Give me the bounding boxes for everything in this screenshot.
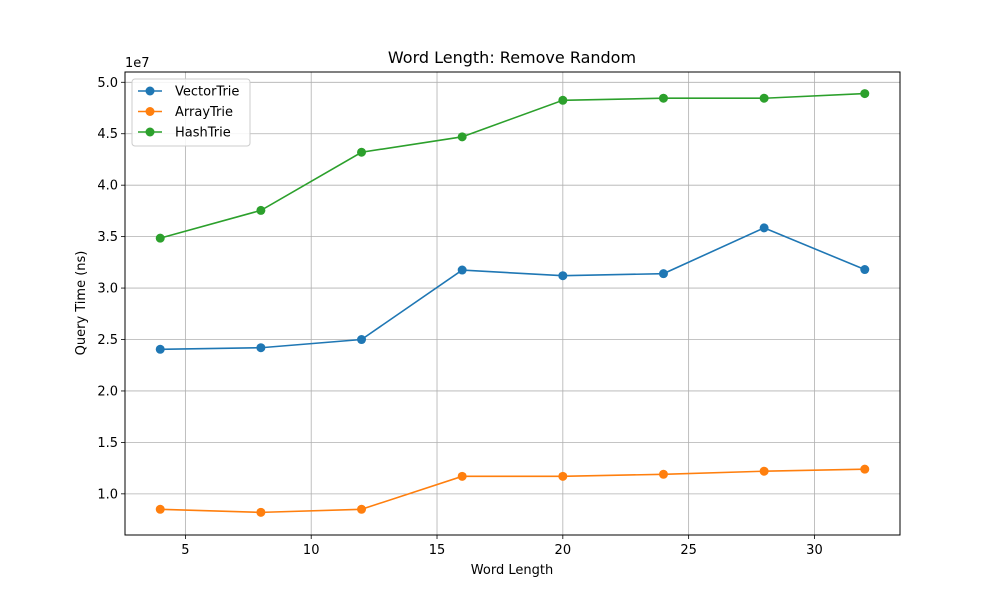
data-point-HashTrie — [860, 89, 870, 99]
data-point-VectorTrie — [658, 269, 668, 279]
axis-ticks: 5 10 15 20 25 30 1.0 1.5 2.0 2.5 3.0 3.5 4.0 4.5 5.0 — [97, 76, 822, 558]
y-tick-label: 3.5 — [97, 230, 118, 245]
series-line-ArrayTrie — [160, 468, 865, 514]
data-point-ArrayTrie — [256, 507, 266, 517]
x-tick-label: 10 — [303, 543, 320, 558]
y-axis-label: Query Time (ns) — [74, 251, 89, 356]
legend-box — [131, 78, 251, 147]
legend-label-HashTrie: HashTrie — [175, 126, 231, 141]
data-point-HashTrie — [658, 93, 668, 103]
y-tick-label: 2.0 — [97, 384, 118, 399]
y-tick-label: 4.0 — [97, 179, 118, 194]
data-point-VectorTrie — [457, 265, 467, 275]
legend-marker-VectorTrie — [145, 86, 155, 96]
y-tick-label: 1.5 — [97, 436, 118, 451]
data-point-VectorTrie — [256, 343, 266, 353]
data-point-VectorTrie — [155, 344, 165, 354]
data-point-ArrayTrie — [155, 504, 165, 514]
x-tick-label: 30 — [806, 543, 823, 558]
data-point-HashTrie — [558, 95, 568, 105]
data-point-ArrayTrie — [558, 471, 568, 481]
x-tick-label: 5 — [181, 543, 189, 558]
series-lines — [155, 89, 870, 517]
legend-marker-HashTrie — [145, 127, 155, 137]
data-point-HashTrie — [357, 147, 367, 157]
grid — [125, 72, 900, 535]
plot-frame — [124, 71, 901, 536]
y-axis-offset-label: 1e7 — [125, 56, 150, 71]
y-tick-label: 1.0 — [97, 487, 118, 502]
data-point-VectorTrie — [860, 265, 870, 275]
x-tick-label: 25 — [680, 543, 697, 558]
series-line-VectorTrie — [160, 227, 866, 351]
data-point-ArrayTrie — [658, 469, 668, 479]
chart-title: Word Length: Remove Random — [388, 48, 636, 67]
data-point-HashTrie — [457, 132, 467, 142]
y-tick-label: 5.0 — [97, 76, 118, 91]
data-point-VectorTrie — [357, 335, 367, 345]
y-tick-label: 3.0 — [97, 282, 118, 297]
series-line-HashTrie — [160, 92, 865, 239]
x-tick-label: 15 — [429, 543, 446, 558]
legend-marker-ArrayTrie — [145, 107, 155, 116]
y-tick-label: 2.5 — [97, 333, 118, 348]
data-point-HashTrie — [256, 205, 266, 215]
legend: VectorTrie ArrayTrie HashTrie — [131, 78, 251, 147]
data-point-VectorTrie — [558, 271, 568, 281]
legend-label-VectorTrie: VectorTrie — [175, 85, 239, 100]
data-point-HashTrie — [155, 233, 165, 243]
y-tick-label: 4.5 — [97, 127, 118, 142]
data-point-HashTrie — [759, 93, 769, 103]
x-tick-label: 20 — [555, 543, 572, 558]
x-axis-label: Word Length — [471, 563, 553, 578]
data-point-ArrayTrie — [357, 504, 367, 514]
data-point-ArrayTrie — [457, 471, 467, 481]
data-point-VectorTrie — [759, 223, 769, 233]
data-point-ArrayTrie — [860, 464, 870, 474]
legend-label-ArrayTrie: ArrayTrie — [175, 105, 233, 120]
data-point-ArrayTrie — [759, 466, 769, 476]
